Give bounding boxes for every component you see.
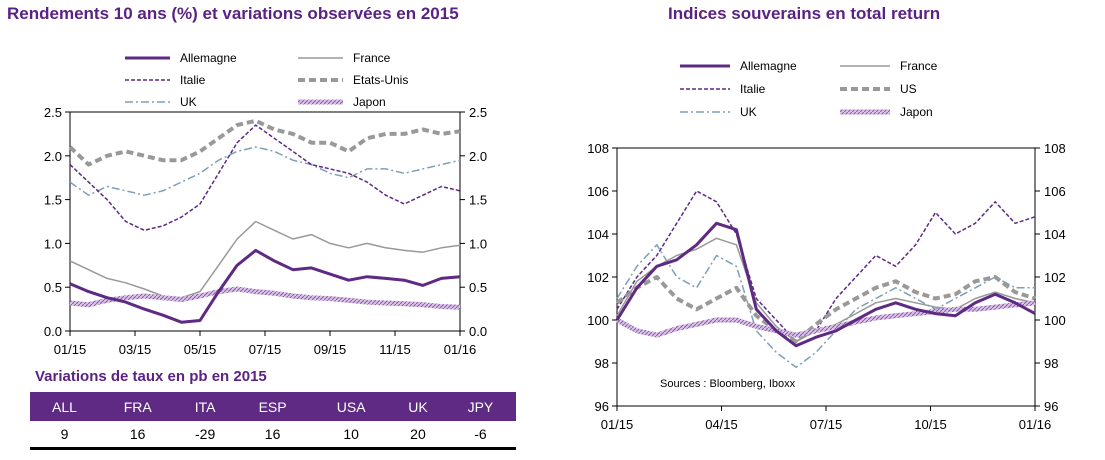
- left-chart-y-tick-label: 0.5: [44, 280, 62, 295]
- right-chart-legend-label: UK: [740, 105, 757, 119]
- left-chart-x-tick-label: 05/15: [184, 342, 217, 357]
- right-chart-y-tick-label: 96: [595, 399, 609, 414]
- left-chart-legend-label: Etats-Unis: [353, 73, 408, 87]
- left-chart-series-japon: [69, 286, 461, 310]
- left-chart-y-tick-label-right: 0.5: [469, 280, 487, 295]
- right-chart-legend-label: Allemagne: [740, 59, 797, 73]
- right-chart-y-tick-label-right: 104: [1044, 227, 1066, 242]
- right-chart-y-tick-label-right: 106: [1044, 184, 1066, 199]
- left-chart-y-tick-label: 2.0: [44, 149, 62, 164]
- rates-value-uk: 20: [391, 421, 445, 450]
- left-chart-series-allemagne: [69, 248, 461, 324]
- rates-table-value-row: 9 16 -29 16 10 20 -6: [30, 421, 516, 450]
- right-chart-y-tick-label: 104: [587, 227, 609, 242]
- left-chart: 0.0 0.0 0.5 0.5 1.0 1.0 1.5 1.5 2.0 2.0 2.5 2.5 01/1…: [44, 51, 487, 357]
- right-chart-x-tick-label: 07/15: [810, 417, 843, 432]
- left-chart-x-tick-label: 01/15: [54, 342, 87, 357]
- rates-value-usa: 10: [311, 421, 392, 450]
- left-chart-x-tick-label: 09/15: [314, 342, 347, 357]
- left-chart-x-tick-label: 11/15: [379, 342, 411, 357]
- right-chart-x-tick-label: 04/15: [705, 417, 738, 432]
- right-chart-series-italie: [616, 190, 1036, 343]
- left-chart-legend-label: Allemagne: [180, 51, 237, 65]
- rates-value-jpy: -6: [444, 421, 516, 450]
- right-chart-y-tick-label: 106: [587, 184, 609, 199]
- left-chart-legend-label: UK: [180, 95, 197, 109]
- right-chart-y-tick-label-right: 108: [1044, 141, 1066, 156]
- right-chart-x-tick-label: 01/16: [1019, 417, 1052, 432]
- right-chart-y-tick-label: 102: [587, 270, 609, 285]
- left-chart-x-tick-label: 07/15: [249, 342, 282, 357]
- right-chart-series-uk: [616, 244, 1035, 369]
- rates-header-esp: ESP: [233, 392, 312, 421]
- rates-header-fra: FRA: [98, 392, 177, 421]
- right-chart-y-tick-label: 108: [587, 141, 609, 156]
- right-chart-plot-frame: [616, 147, 1036, 407]
- rates-value-ita: -29: [176, 421, 234, 450]
- left-chart-y-tick-label: 1.0: [44, 236, 62, 251]
- left-chart-title: Rendements 10 ans (%) et variations obse…: [7, 4, 459, 23]
- left-chart-y-tick-label-right: 2.0: [469, 149, 487, 164]
- right-chart-y-tick-label-right: 96: [1044, 399, 1058, 414]
- left-chart-y-tick-label-right: 0.0: [469, 324, 487, 339]
- left-chart-x-tick-label: 01/16: [444, 342, 477, 357]
- right-chart-x-tick-label: 10/15: [914, 417, 947, 432]
- rates-header-jpy: JPY: [444, 392, 516, 421]
- left-chart-y-tick-label-right: 1.0: [469, 236, 487, 251]
- left-chart-legend-label: Italie: [180, 73, 206, 87]
- right-chart-y-tick-label-right: 100: [1044, 313, 1066, 328]
- rates-value-esp: 16: [233, 421, 312, 450]
- rates-value-all: 9: [30, 421, 99, 450]
- left-chart-y-tick-label: 2.5: [44, 105, 62, 120]
- right-chart-title: Indices souverains en total return: [668, 4, 941, 23]
- right-chart-legend-label: Italie: [740, 82, 766, 96]
- left-chart-legend-label: France: [353, 51, 391, 65]
- right-chart-legend-label: US: [900, 82, 917, 96]
- left-chart-series-italie: [69, 124, 461, 232]
- rates-table: ALL FRA ITA ESP USA UK JPY 9 16 -29 16 10 20 -6: [30, 392, 516, 450]
- right-chart-series-us: [615, 275, 1036, 344]
- left-chart-y-tick-label-right: 1.5: [469, 193, 487, 208]
- left-chart-series-etats-unis: [68, 118, 461, 167]
- right-chart-y-tick-label-right: 102: [1044, 270, 1066, 285]
- right-chart-y-tick-label: 100: [587, 313, 609, 328]
- left-chart-legend-label: Japon: [353, 95, 386, 109]
- right-chart-series-allemagne: [615, 221, 1036, 348]
- left-chart-series-france: [69, 220, 461, 299]
- right-chart-legend-label: Japon: [900, 105, 933, 119]
- right-chart-x-tick-label: 01/15: [601, 417, 634, 432]
- rates-header-ita: ITA: [176, 392, 234, 421]
- left-chart-x-tick-label: 03/15: [119, 342, 152, 357]
- rates-header-all: ALL: [30, 392, 99, 421]
- right-chart-y-tick-label: 98: [595, 356, 609, 371]
- left-chart-y-tick-label: 0.0: [44, 324, 62, 339]
- rates-table-header-row: ALL FRA ITA ESP USA UK JPY: [30, 392, 516, 421]
- right-chart-source: Sources : Bloomberg, Iboxx: [660, 378, 796, 390]
- left-chart-series-uk: [69, 146, 461, 196]
- rates-table-title: Variations de taux en pb en 2015: [35, 368, 267, 385]
- right-chart: 96 96 98 98 100 100 102 102 104 104 106 106 108 108 01…: [587, 59, 1065, 432]
- rates-header-uk: UK: [391, 392, 445, 421]
- rates-header-usa: USA: [311, 392, 392, 421]
- right-chart-y-tick-label-right: 98: [1044, 356, 1058, 371]
- left-chart-y-tick-label: 1.5: [44, 193, 62, 208]
- rates-value-fra: 16: [98, 421, 177, 450]
- right-chart-legend-label: France: [900, 59, 938, 73]
- left-chart-y-tick-label-right: 2.5: [469, 105, 487, 120]
